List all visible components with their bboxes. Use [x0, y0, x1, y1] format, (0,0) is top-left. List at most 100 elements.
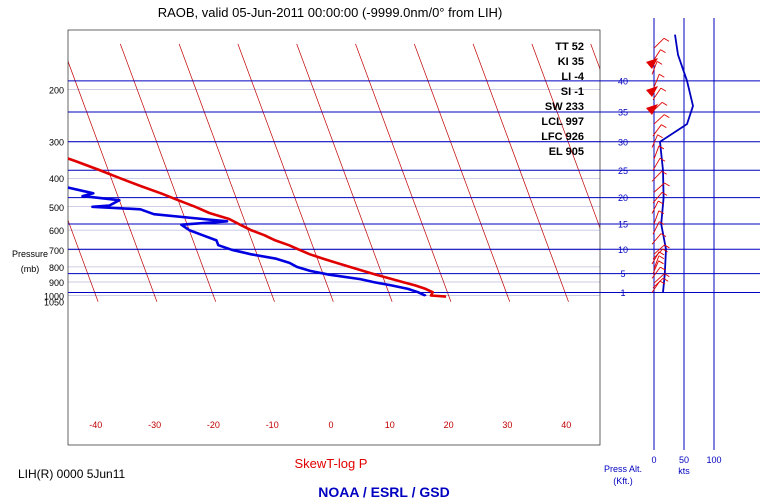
pressure-grid-lines: [67, 29, 760, 446]
isotherm-line: [413, 43, 511, 302]
wind-barb-flag: [661, 101, 668, 106]
alt-axis-unit: (Kft.): [613, 476, 633, 486]
isotherm-line: [119, 43, 217, 302]
wind-barb: [653, 114, 665, 125]
pressure-axis-unit: (mb): [21, 264, 40, 274]
altitude-tick-label: 30: [618, 137, 628, 147]
altitude-tick-label: 15: [618, 219, 628, 229]
wind-barb-flag: [659, 73, 665, 78]
wind-barb: [651, 170, 662, 182]
temperature-tick-label: -40: [89, 420, 102, 430]
temperature-series: [68, 157, 447, 298]
temperature-tick-label: -30: [148, 420, 161, 430]
wind-barb-flag: [659, 157, 666, 162]
wind-barb-flag: [658, 145, 665, 150]
chart-title: RAOB, valid 05-Jun-2011 00:00:00 (-9999.…: [158, 5, 503, 20]
wind-barb-flag: [659, 221, 665, 226]
wind-barb-flag: [658, 260, 664, 265]
isotherm-line: [237, 43, 334, 302]
wind-barb: [653, 37, 665, 49]
station-footer: LIH(R) 0000 5Jun11: [18, 467, 126, 481]
wind-barb-flag: [660, 233, 667, 237]
wind-barb: [651, 233, 662, 245]
pressure-axis-label: Pressure: [12, 249, 48, 259]
pressure-tick-label: 1000: [44, 291, 64, 301]
x-axis-label: SkewT-log P: [295, 456, 368, 471]
wind-barb-flag: [664, 114, 670, 118]
temperature-tick-label: 30: [502, 420, 512, 430]
wind-barb: [652, 221, 660, 235]
wind-barb-flag: [658, 200, 664, 205]
wind-barb: [652, 192, 663, 204]
alt-axis-label: Press Alt.: [604, 464, 642, 474]
wind-barb-flag: [661, 170, 667, 175]
altitude-tick-label: 20: [618, 193, 628, 203]
wind-barb: [651, 61, 658, 75]
index-si: SI -1: [561, 86, 584, 98]
altitude-tick-label: 25: [618, 166, 628, 176]
index-sw: SW 233: [545, 101, 584, 113]
wind-barb-flag: [664, 273, 670, 278]
wind-barb-flag: [663, 37, 670, 42]
wind-barb: [652, 87, 662, 100]
index-lcl: LCL 997: [541, 116, 584, 128]
wind-barb: [653, 74, 660, 88]
wind-speed-unit: kts: [678, 466, 690, 476]
index-li: LI -4: [561, 71, 584, 83]
wind-speed-profile: [659, 34, 694, 293]
dewpoint-series: [68, 186, 427, 297]
wind-barb-flag: [661, 191, 668, 196]
temperature-tick-label: -10: [266, 420, 279, 430]
wind-barb: [653, 210, 660, 225]
wind-barb-flag: [664, 244, 670, 249]
isotherm-lines: [68, 43, 600, 302]
wind-barb-pennant: [646, 104, 658, 115]
temperature-tick-label: 40: [561, 420, 571, 430]
wind-barb-flag: [658, 255, 665, 260]
wind-barb: [652, 157, 661, 171]
wind-barb-flag: [658, 210, 665, 215]
index-lfc: LFC 926: [541, 131, 584, 143]
wind-barb-pennant: [646, 58, 658, 69]
pressure-tick-label: 900: [49, 278, 64, 288]
wind-barb: [653, 255, 660, 269]
wind-barb: [653, 244, 665, 255]
pressure-tick-label: 400: [49, 174, 64, 184]
stability-indices: TT 52 KI 35 LI -4 SI -1 SW 233 LCL 997 L…: [541, 41, 585, 158]
temperature-tick-label: -20: [207, 420, 220, 430]
agency-footer: NOAA / ESRL / GSD: [318, 484, 449, 500]
wind-barb-flag: [656, 60, 663, 65]
pressure-tick-label: 700: [49, 246, 64, 256]
pressure-tick-label: 500: [49, 203, 64, 213]
wind-barb: [651, 266, 661, 279]
altitude-tick-label: 35: [618, 107, 628, 117]
temperature-line: [68, 157, 447, 298]
temperature-tick-label: 10: [385, 420, 395, 430]
pressure-tick-label: 600: [49, 226, 64, 236]
isotherm-line: [178, 43, 275, 302]
temperature-tick-label: 0: [328, 420, 333, 430]
wind-speed-tick-label: 50: [679, 455, 689, 465]
wind-barb-flag: [664, 182, 670, 187]
wind-barb: [651, 200, 659, 214]
wind-barb-flag: [660, 87, 667, 92]
altitude-tick-label: 5: [620, 269, 625, 279]
wind-barb: [653, 273, 665, 284]
wind-barb-flag: [662, 277, 669, 282]
plot-frame: [67, 29, 601, 446]
index-el: EL 905: [549, 146, 584, 158]
wind-barb: [651, 134, 659, 148]
wind-barb-pennant: [646, 86, 658, 97]
temperature-tick-label: 20: [444, 420, 454, 430]
wind-barb-flag: [659, 280, 666, 285]
wind-panel: [646, 18, 715, 450]
isotherm-line: [531, 43, 600, 229]
pressure-tick-label: 300: [49, 137, 64, 147]
wind-barb-flag: [660, 266, 666, 271]
isotherm-line: [472, 43, 569, 302]
pressure-tick-label: 200: [49, 86, 64, 96]
isotherm-line: [68, 219, 99, 302]
axis-labels: 2003004005006007008009001000105040353025…: [44, 76, 722, 465]
dewpoint-line: [68, 186, 427, 297]
